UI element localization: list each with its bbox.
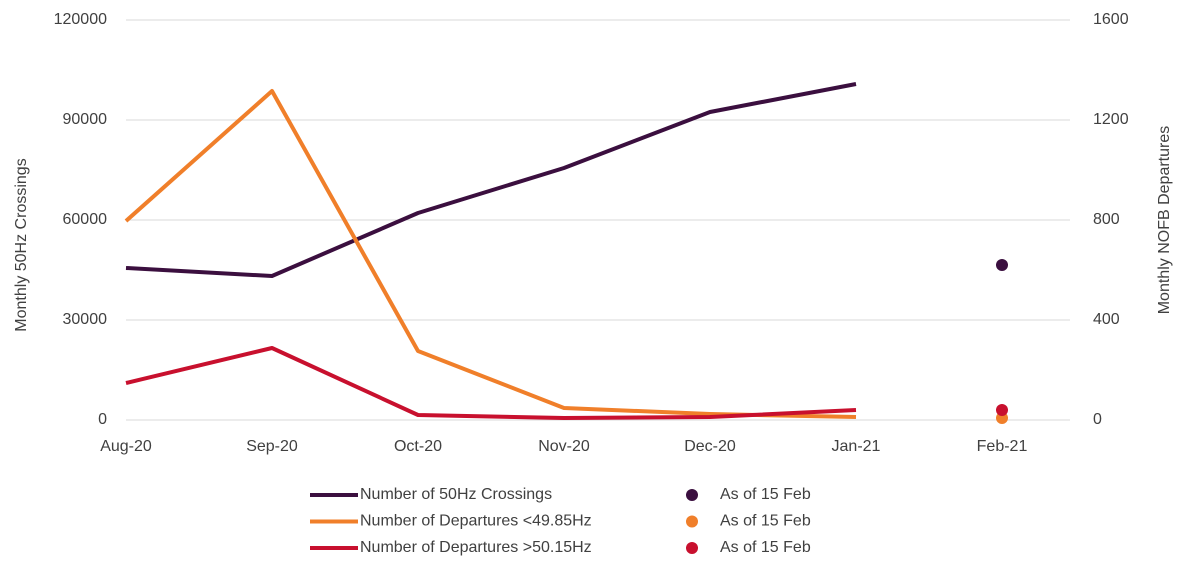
- legend-swatch: [686, 542, 698, 554]
- y-axis-title: Monthly 50Hz Crossings: [13, 158, 30, 331]
- series-line: [125, 346, 857, 420]
- y-tick-label: 0: [98, 411, 107, 428]
- x-tick-label: Nov-20: [538, 438, 590, 455]
- legend-swatch: [686, 489, 698, 501]
- legend-label: Number of 50Hz Crossings: [360, 486, 552, 503]
- legend-label: As of 15 Feb: [720, 486, 811, 503]
- y-tick-label: 60000: [63, 211, 108, 228]
- x-tick-label: Sep-20: [246, 438, 298, 455]
- y2-tick-label: 400: [1093, 311, 1120, 328]
- y2-tick-label: 1600: [1093, 11, 1129, 28]
- legend-label: Number of Departures <49.85Hz: [360, 513, 592, 530]
- series-dot: [996, 259, 1008, 271]
- x-tick-label: Oct-20: [394, 438, 442, 455]
- legend-label: As of 15 Feb: [720, 539, 811, 556]
- y-tick-label: 90000: [63, 111, 108, 128]
- y2-tick-label: 0: [1093, 411, 1102, 428]
- series-dot: [996, 404, 1008, 416]
- y-tick-label: 120000: [54, 11, 107, 28]
- x-tick-label: Aug-20: [100, 438, 152, 455]
- series-line: [124, 89, 857, 419]
- y2-axis-title: Monthly NOFB Departures: [1156, 126, 1173, 315]
- y2-tick-label: 800: [1093, 211, 1120, 228]
- series-line: [125, 82, 857, 278]
- y-tick-label: 30000: [63, 311, 108, 328]
- x-tick-label: Feb-21: [977, 438, 1028, 455]
- legend-label: As of 15 Feb: [720, 513, 811, 530]
- x-tick-label: Jan-21: [832, 438, 881, 455]
- x-tick-label: Dec-20: [684, 438, 736, 455]
- legend-swatch: [686, 515, 698, 528]
- y2-tick-label: 1200: [1093, 111, 1129, 128]
- legend-label: Number of Departures >50.15Hz: [360, 539, 592, 556]
